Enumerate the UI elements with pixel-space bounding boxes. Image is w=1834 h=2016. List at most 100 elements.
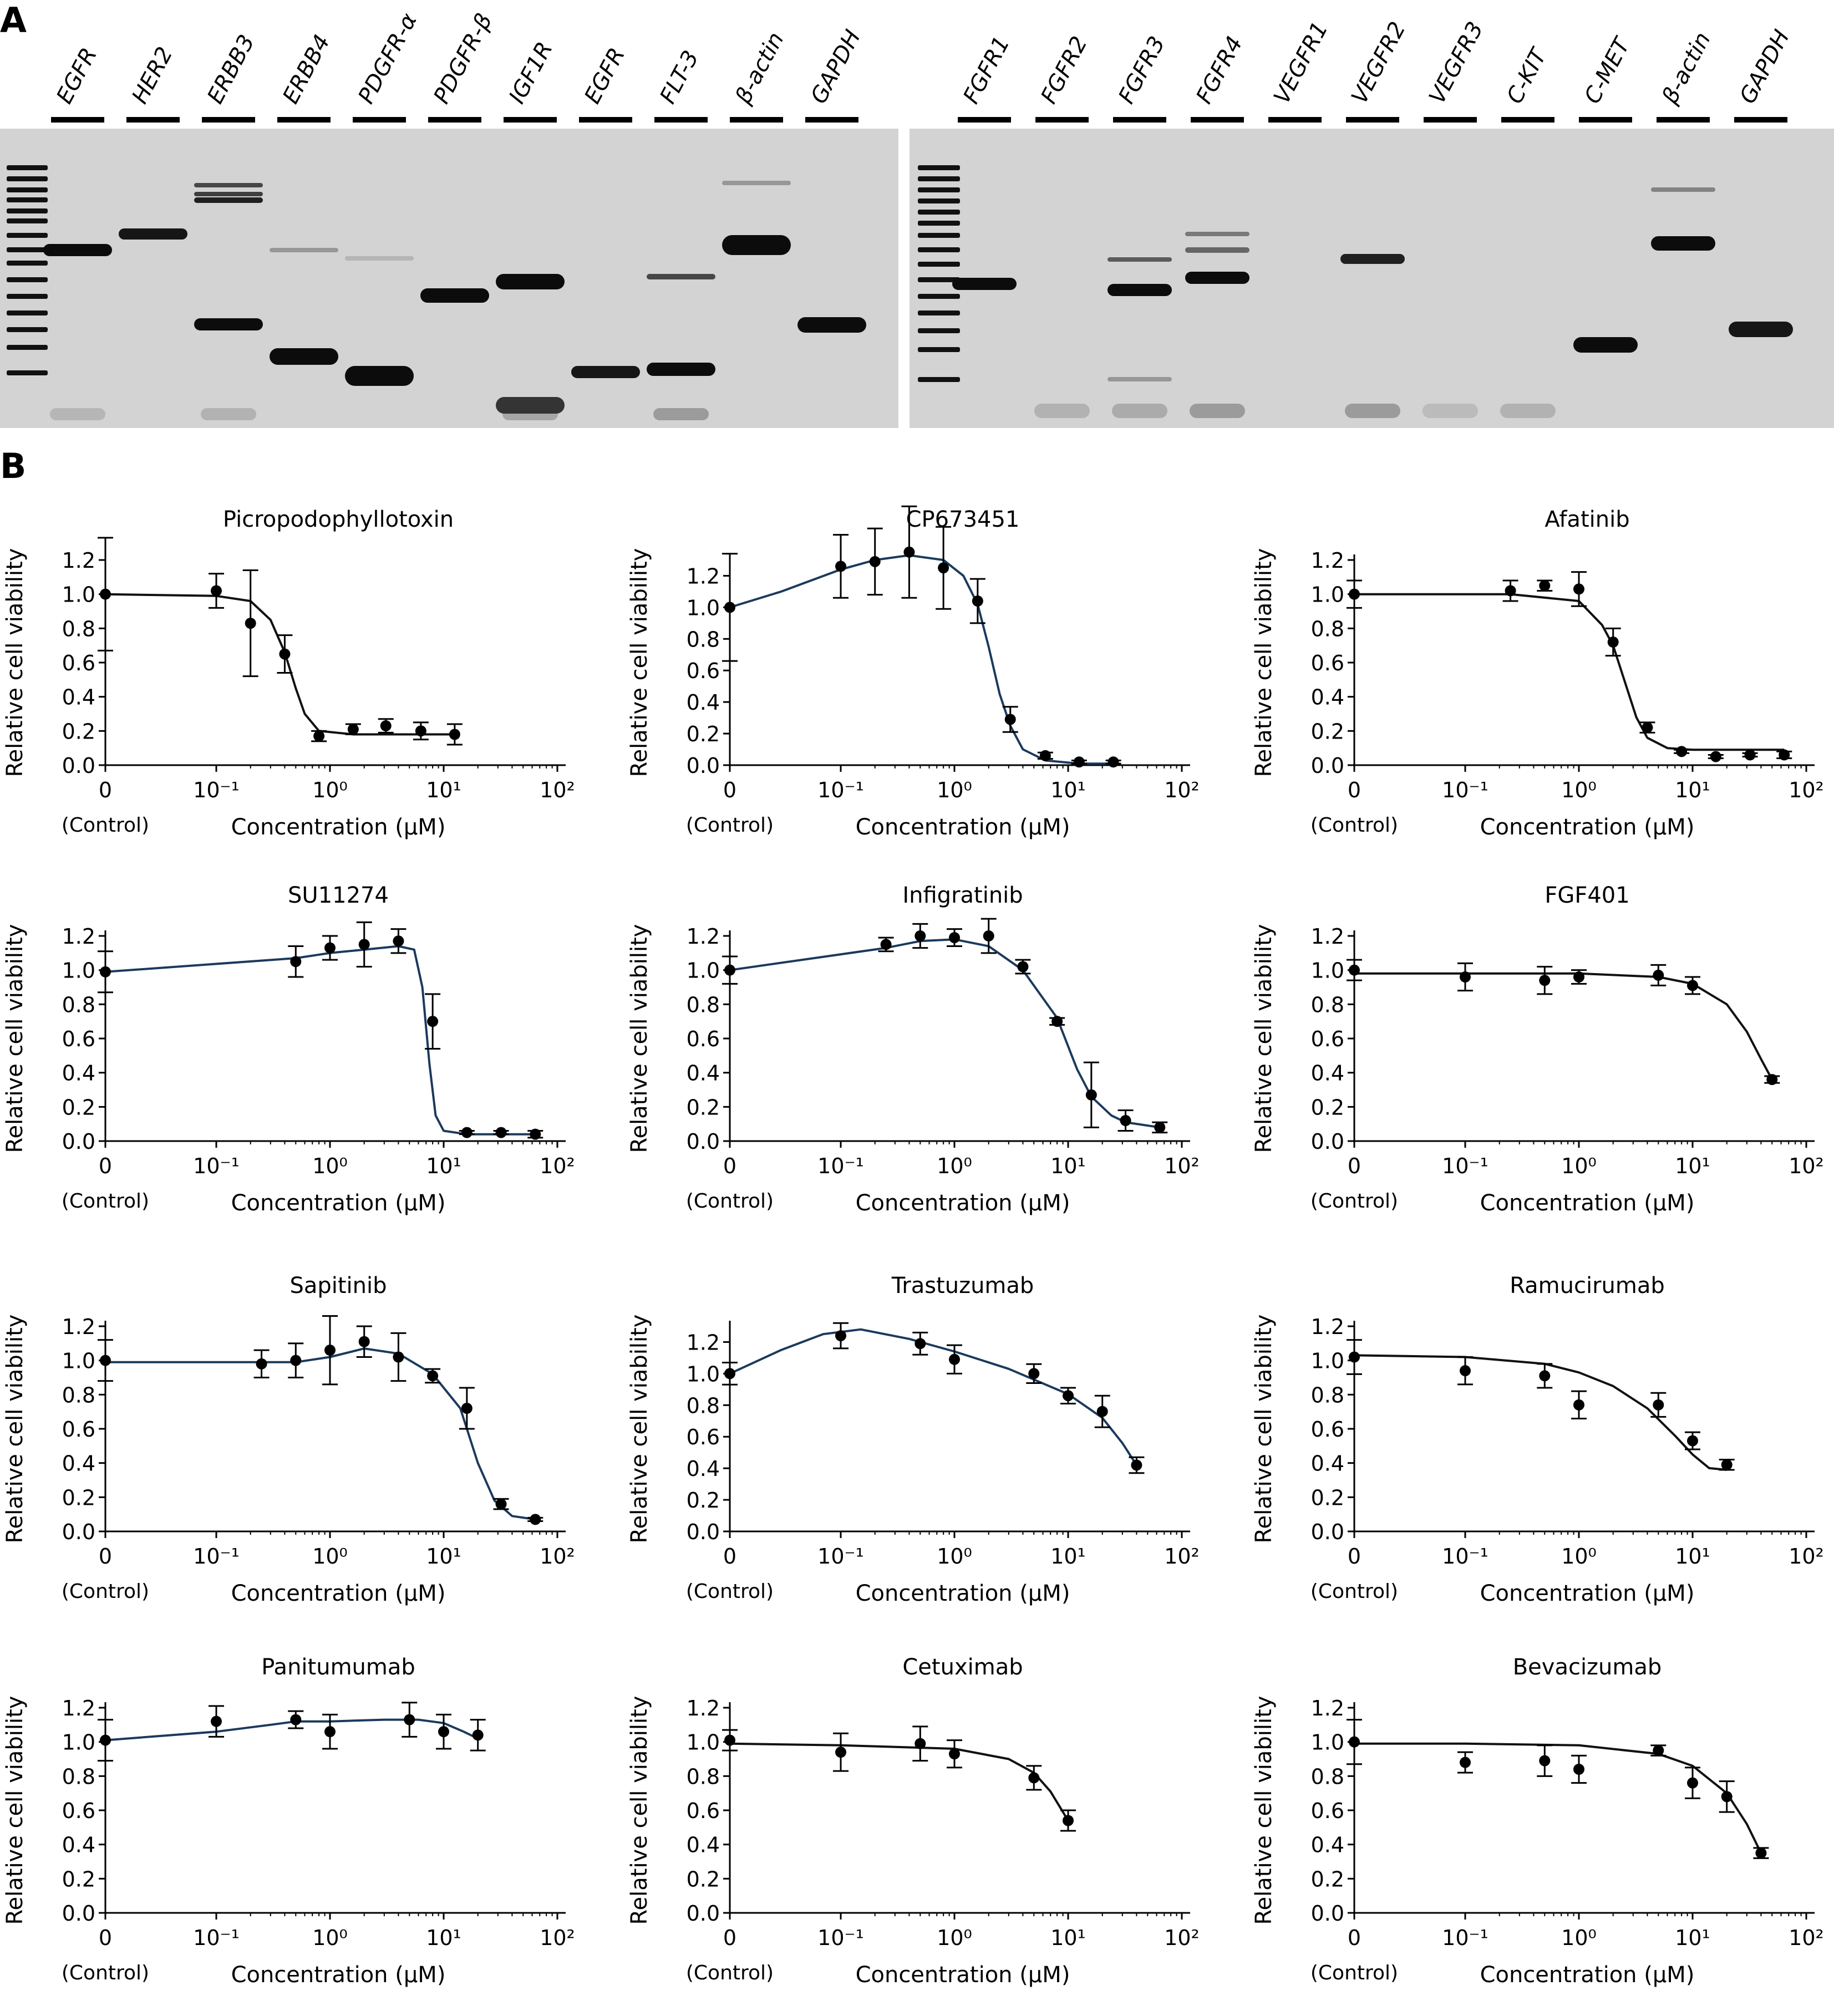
chart-title: Picropodophyllotoxin: [223, 507, 454, 532]
data-point: [1676, 746, 1688, 757]
y-axis-label: Relative cell viability: [2, 1315, 28, 1544]
x-tick-label: 10⁻¹: [1442, 1926, 1488, 1950]
dose-response-charts: Picropodophyllotoxin Relative cell viabil…: [2, 505, 1824, 1988]
data-point: [358, 939, 370, 950]
x-tick-label: 10¹: [1675, 1544, 1710, 1569]
gel-left-lane-label: ERBB4: [278, 30, 335, 108]
gel-left-lane-label: EGFR: [52, 44, 102, 108]
data-point: [1687, 1777, 1698, 1789]
data-point: [1710, 751, 1721, 762]
gel-left-lane-label: β-actin: [730, 28, 789, 109]
chart-title: SU11274: [288, 883, 389, 908]
data-point: [724, 1368, 735, 1379]
dose-response-chart: Ramucirumab Relative cell viability 0.0 0.2…: [1251, 1273, 1824, 1606]
y-tick-label: 0.8: [687, 1764, 720, 1789]
data-point: [915, 930, 926, 941]
ladder-band: [7, 247, 48, 252]
fit-curve: [105, 593, 455, 736]
y-tick-label: 1.2: [687, 564, 720, 588]
data-point: [903, 546, 915, 558]
data-point: [1653, 1399, 1664, 1411]
ladder-band: [918, 377, 960, 382]
y-tick-label: 0.2: [62, 1867, 95, 1891]
gel-band: [647, 274, 715, 279]
x-tick-label: 0: [99, 778, 112, 802]
fit-curve: [105, 1718, 479, 1742]
data-point: [724, 1734, 735, 1746]
y-tick-label: 1.0: [1311, 1349, 1344, 1373]
data-point: [100, 1355, 111, 1366]
y-tick-label: 0.6: [1311, 651, 1344, 675]
data-point: [1004, 714, 1016, 725]
fit-curve: [1354, 593, 1785, 751]
control-label: (Control): [1310, 1962, 1398, 1984]
gel-right-lane-bar: [1501, 117, 1554, 123]
ladder-band: [918, 262, 960, 267]
y-tick-label: 1.2: [1311, 1315, 1344, 1339]
control-label: (Control): [62, 1580, 149, 1603]
y-tick-label: 0.0: [1311, 1129, 1344, 1154]
gel-right-lane-bar: [1268, 117, 1322, 123]
data-point: [358, 1336, 370, 1347]
gel-band: [194, 192, 263, 196]
data-point: [1539, 1755, 1551, 1766]
x-tick-label: 0: [99, 1926, 112, 1950]
data-point: [835, 561, 846, 572]
y-tick-label: 0.4: [1311, 1452, 1344, 1476]
data-point: [290, 956, 302, 968]
data-point: [1573, 1399, 1584, 1411]
gel-band: [1651, 187, 1715, 192]
data-point: [1755, 1847, 1767, 1859]
gel-left-lane-label: FLT-3: [655, 47, 704, 108]
chart-title: Cetuximab: [902, 1654, 1023, 1680]
y-tick-label: 1.0: [1311, 1730, 1344, 1755]
y-tick-label: 0.8: [687, 627, 720, 651]
dose-response-chart: Sapitinib Relative cell viability 0.0 0.2 0.…: [2, 1273, 575, 1606]
x-tick-label: 10⁰: [937, 1154, 972, 1178]
data-point: [1460, 1757, 1471, 1768]
data-point: [835, 1330, 846, 1342]
y-tick-label: 0.2: [62, 1095, 95, 1119]
y-tick-label: 0.8: [1311, 992, 1344, 1017]
y-tick-label: 0.8: [1311, 1764, 1344, 1789]
gel-left-lane-bar: [277, 117, 331, 123]
data-point: [1063, 1390, 1074, 1402]
gel-left-lane-label: PDGFR-α: [353, 9, 422, 108]
gel-band: [722, 181, 791, 185]
data-point: [1607, 637, 1619, 648]
y-tick-label: 0.0: [687, 1129, 720, 1154]
fit-curve: [1354, 972, 1774, 1080]
y-tick-label: 0.4: [687, 1833, 720, 1857]
y-tick-label: 0.4: [687, 1061, 720, 1086]
y-axis-label: Relative cell viability: [627, 1696, 652, 1925]
x-tick-label: 10²: [1164, 778, 1200, 802]
data-point: [1642, 722, 1653, 734]
x-tick-label: 10¹: [1675, 1926, 1710, 1950]
gel-left-lane-bar: [126, 117, 180, 123]
gel-right-lane-label: VEGFR1: [1269, 18, 1333, 108]
data-point: [835, 1747, 846, 1758]
x-axis-label: Concentration (µM): [856, 1962, 1070, 1988]
y-tick-label: 0.6: [62, 1799, 95, 1823]
ladder-band: [918, 233, 960, 238]
data-point: [1039, 750, 1051, 761]
x-tick-label: 10¹: [426, 1154, 461, 1178]
gel-left-lane-label: PDGFR-β: [429, 9, 497, 108]
gel-band: [1185, 232, 1249, 236]
y-tick-label: 0.4: [687, 690, 720, 715]
data-point: [1096, 1406, 1108, 1417]
y-tick-label: 0.2: [1311, 1485, 1344, 1510]
data-point: [347, 724, 359, 735]
control-label: (Control): [62, 814, 149, 837]
chart-title: Sapitinib: [289, 1273, 387, 1299]
x-tick-label: 10¹: [426, 1544, 461, 1569]
gel-image: EGFR HER2 ERBB3 ERBB4 PDGFR-α PDGFR-β IGF1R EGF…: [0, 9, 1834, 428]
data-point: [393, 1351, 404, 1363]
dose-response-chart: Infigratinib Relative cell viability 0.0 0.…: [627, 883, 1200, 1216]
x-tick-label: 0: [723, 1154, 736, 1178]
gel-smear: [502, 408, 558, 420]
x-tick-label: 10²: [540, 1544, 575, 1569]
y-axis-label: Relative cell viability: [1251, 1315, 1277, 1544]
gel-band: [1107, 257, 1172, 262]
